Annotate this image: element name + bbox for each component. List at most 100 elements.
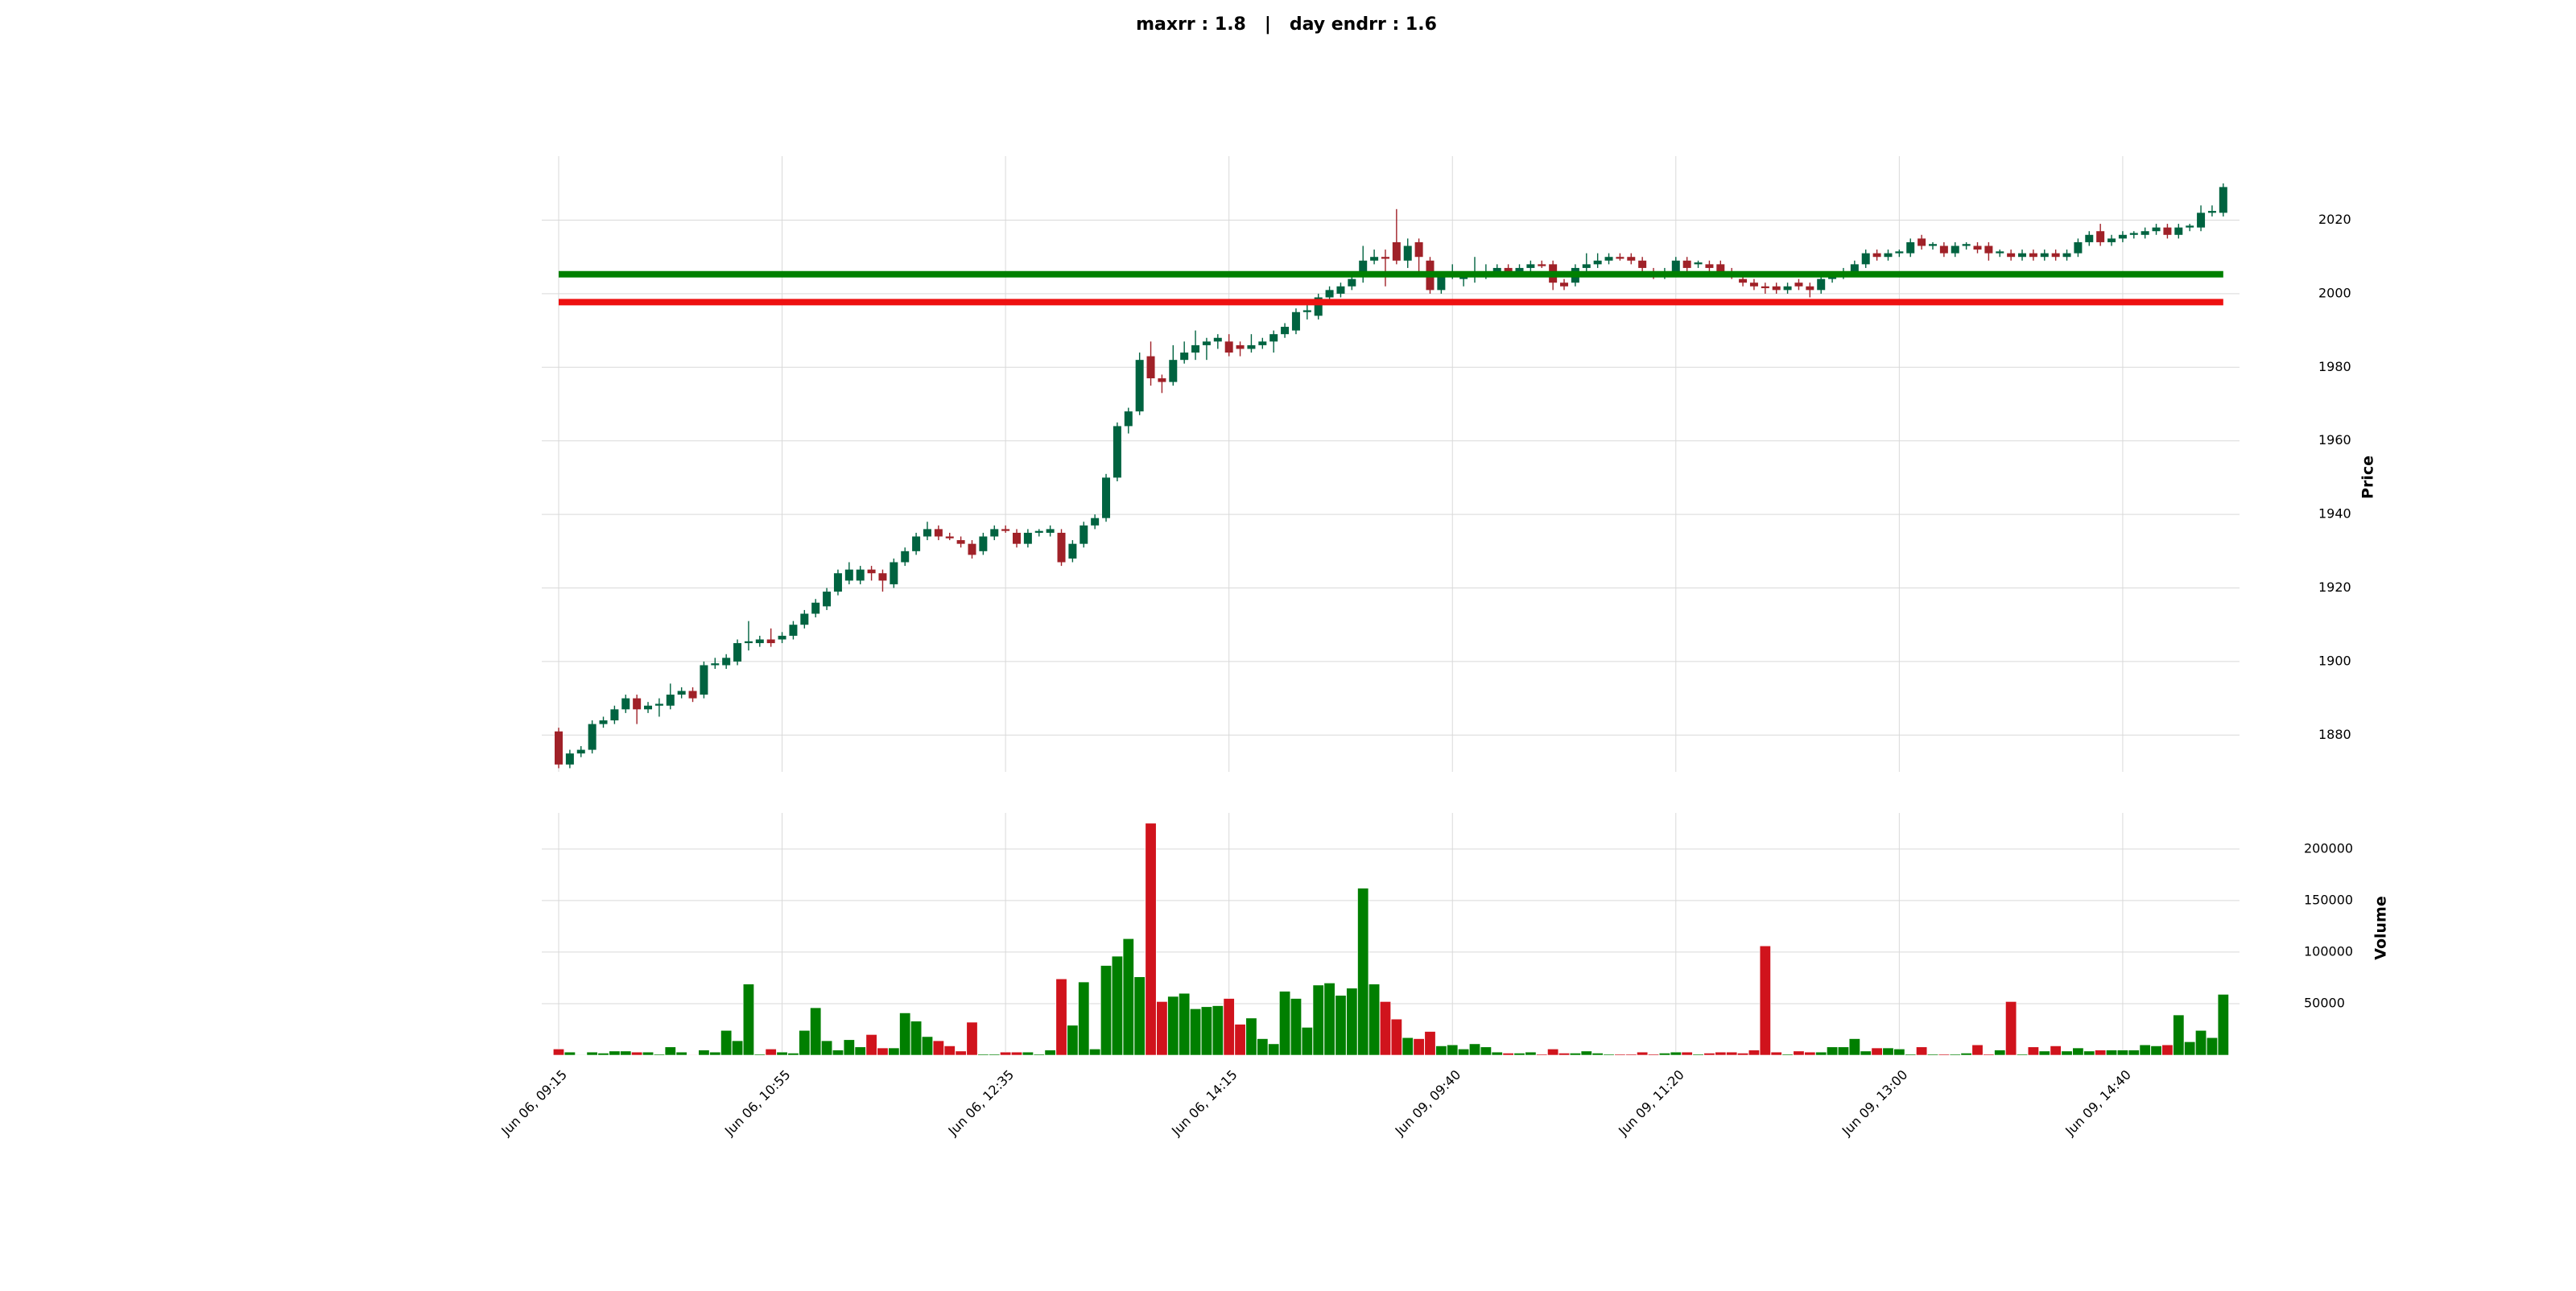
- candle-body: [1817, 278, 1826, 291]
- candle-body: [1918, 238, 1926, 246]
- candle-body: [1302, 310, 1311, 312]
- candle-body: [2186, 225, 2194, 228]
- candle-body: [688, 691, 697, 699]
- y-axis-label: Price: [2359, 456, 2377, 499]
- volume-bar: [1994, 1050, 2006, 1056]
- volume-bar: [787, 1053, 799, 1056]
- volume-bar: [1926, 1054, 1938, 1056]
- volume-bar: [1290, 998, 1302, 1056]
- volume-bar: [1692, 1054, 1704, 1056]
- candle-body: [766, 639, 775, 644]
- volume-bar: [1536, 1054, 1548, 1056]
- volume-bar: [1893, 1049, 1905, 1056]
- candle-body: [1113, 426, 1121, 478]
- volume-bar: [1357, 888, 1369, 1056]
- volume-bar: [631, 1051, 643, 1056]
- candle-body: [677, 691, 686, 695]
- volume-bar: [1658, 1053, 1670, 1056]
- volume-bar: [1323, 983, 1335, 1056]
- volume-bar: [753, 1054, 766, 1056]
- candle-body: [1850, 264, 1859, 272]
- volume-bar: [1547, 1049, 1559, 1056]
- volume-bar: [1971, 1044, 1984, 1056]
- volume-bar: [1279, 991, 1291, 1056]
- volume-bar: [2083, 1050, 2095, 1056]
- candle-body: [1080, 525, 1088, 544]
- volume-bar: [2184, 1041, 2196, 1056]
- volume-bar: [877, 1047, 889, 1056]
- volume-bar: [2095, 1050, 2107, 1056]
- y-tick-label: 2020: [2318, 212, 2351, 227]
- volume-bar: [742, 984, 754, 1056]
- y-tick-label: 1880: [2318, 727, 2351, 742]
- volume-bar: [1726, 1051, 1738, 1056]
- volume-bar: [1346, 988, 1358, 1056]
- candle-body: [912, 536, 921, 551]
- volume-bar: [1100, 965, 1113, 1056]
- volume-bar: [732, 1040, 744, 1056]
- candle-body: [1135, 360, 1144, 412]
- volume-bar: [832, 1050, 844, 1056]
- candle-body: [1761, 286, 1769, 289]
- volume-bar: [1468, 1043, 1480, 1056]
- candle-body: [1772, 286, 1781, 291]
- candle-body: [621, 698, 630, 710]
- candle-body: [833, 573, 842, 592]
- volume-bar: [1257, 1038, 1269, 1056]
- volume-bar: [921, 1036, 933, 1056]
- x-tick-label: Jun 09, 11:20: [1615, 1067, 1687, 1140]
- candle-body: [1403, 245, 1412, 261]
- volume-bar: [2173, 1014, 2185, 1056]
- volume-bar: [1525, 1051, 1537, 1056]
- candle-body: [1281, 327, 1290, 335]
- candle-body: [1739, 278, 1748, 283]
- volume-bar: [2139, 1044, 2151, 1056]
- volume-bar: [1781, 1054, 1794, 1056]
- candle-body: [1538, 264, 1546, 266]
- volume-bar: [1703, 1053, 1715, 1056]
- candle-body: [1068, 543, 1077, 559]
- volume-bar: [1368, 984, 1381, 1056]
- volume-bar: [1111, 955, 1123, 1056]
- candle-body: [1202, 341, 1211, 345]
- candle-body: [1269, 334, 1278, 342]
- candle-body: [1034, 530, 1043, 533]
- volume-bar: [709, 1051, 721, 1056]
- volume-bar: [698, 1050, 710, 1056]
- candle-body: [1247, 344, 1256, 349]
- volume-bar: [1860, 1050, 1872, 1056]
- volume-bar: [1078, 981, 1090, 1056]
- volume-bar: [1748, 1050, 1760, 1056]
- x-tick-label: Jun 06, 12:35: [945, 1067, 1018, 1140]
- volume-bar: [1569, 1053, 1581, 1056]
- volume-bar: [2217, 994, 2229, 1056]
- candle-body: [1146, 356, 1155, 379]
- volume-bar: [1089, 1049, 1101, 1056]
- volume-bar: [1715, 1051, 1727, 1056]
- volume-bar: [1882, 1047, 1894, 1056]
- candle-body: [1325, 290, 1334, 298]
- candle-body: [1951, 245, 1959, 254]
- volume-bar: [1983, 1054, 1995, 1056]
- candle-body: [1348, 278, 1356, 287]
- candle-body: [778, 635, 786, 640]
- volume-bar: [1335, 995, 1347, 1056]
- volume-bar: [552, 1049, 564, 1056]
- candle-body: [1749, 283, 1758, 287]
- volume-bar: [765, 1049, 777, 1056]
- candle-body: [666, 695, 675, 706]
- candle-body: [901, 551, 910, 563]
- volume-bar: [2161, 1044, 2174, 1056]
- candle-body: [1191, 344, 1200, 353]
- candle-body: [733, 643, 742, 662]
- candle-body: [945, 536, 954, 538]
- volume-bar: [1458, 1049, 1470, 1056]
- volume-bar: [1022, 1051, 1034, 1056]
- candle-body: [1314, 297, 1323, 316]
- volume-bar: [1938, 1054, 1950, 1056]
- candle-body: [1001, 529, 1010, 531]
- volume-bar: [899, 1013, 911, 1056]
- y-tick-label: 1980: [2318, 359, 2351, 374]
- candle-body: [576, 749, 585, 754]
- volume-bar: [1179, 992, 1191, 1056]
